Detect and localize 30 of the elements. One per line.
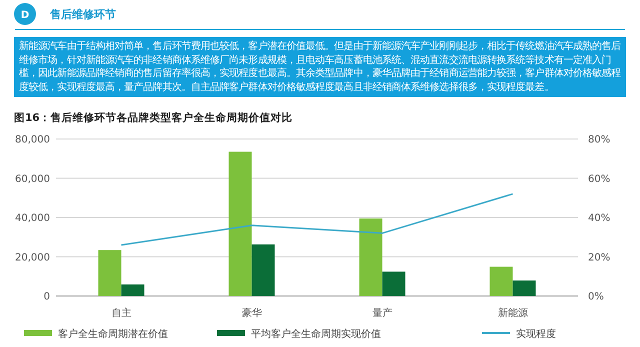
line-series (120, 193, 514, 246)
y2-tick-label: 20% (588, 252, 610, 264)
chart-title: 图16：售后维修环节各品牌类型客户全生命周期价值对比 (14, 111, 293, 124)
y-tick-label: 20,000 (15, 252, 50, 264)
bar (228, 152, 252, 296)
y-tick-label: 40,000 (15, 213, 50, 224)
y2-tick-label: 0% (588, 292, 604, 302)
legend-label: 实现程度 (516, 328, 556, 340)
x-tick-label: 豪华 (242, 307, 262, 319)
y2-tick-label: 80% (588, 134, 610, 146)
y2-tick-label: 60% (588, 174, 610, 185)
text: 售后维修环节 (49, 8, 116, 21)
x-tick-label: 量产 (372, 307, 392, 319)
bar (382, 272, 406, 296)
text: D (20, 10, 30, 21)
x-tick-label: 新能源 (498, 307, 528, 319)
y-tick-label: 60,000 (15, 174, 50, 185)
y-tick-label: 80,000 (15, 134, 50, 146)
bar (252, 244, 275, 296)
paragraph: 新能源汽车由于结构相对简单，售后环节费用也较低，客户潜在价值最低。但是由于新能源汽车产业刚刚起步，相比于传统燃油汽车成熟的售后维修市场，针对新能源汽车的非经销商体系维修厂尚未形成规模，且电动车高压蓄电池系统、混动直流交流电源转换系统等技术有一定准入门槛，因此新能源品牌经销商的售后留存率很高，实现程度也最高。其余类型品牌中，豪华品牌由于经销商运营能力较强，客户群体对价格敏感程度较低，实现程度最高，量产品牌其次。自主品牌客户群体对价格敏感程度最高且非经销商体系维修选择很多，实现程度最差。 (14, 37, 626, 97)
bar (98, 250, 122, 296)
bar (512, 280, 536, 296)
y2-tick-label: 40% (588, 213, 610, 224)
bar (490, 266, 513, 296)
legend-label: 平均客户全生命周期实现价值 (251, 328, 381, 340)
bar (359, 218, 382, 296)
legend-label: 客户全生命周期潜在价值 (58, 328, 168, 340)
x-tick-label: 自主 (111, 307, 132, 319)
bar (121, 284, 144, 296)
y-tick-label: 0 (44, 292, 50, 302)
